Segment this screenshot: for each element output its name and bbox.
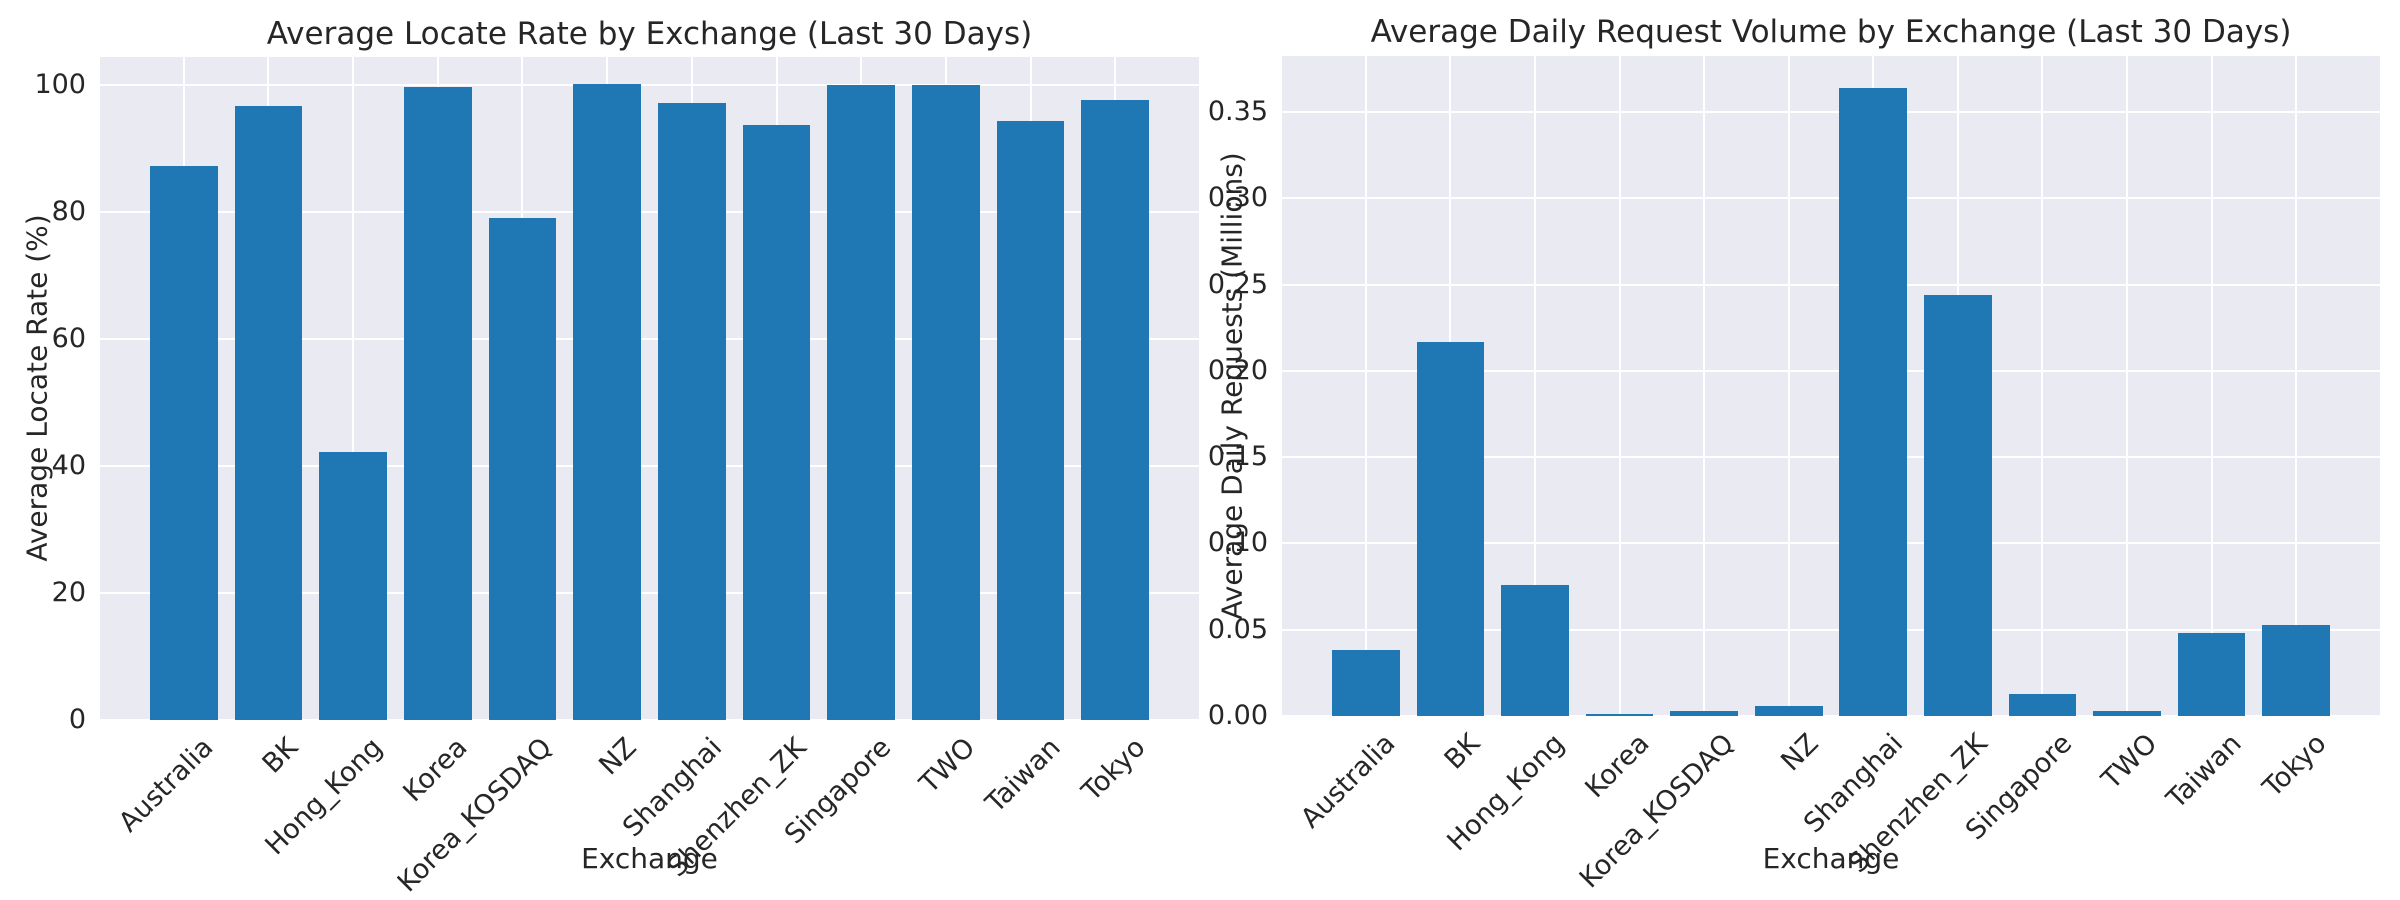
gridline-vertical xyxy=(1364,56,1367,716)
x-tick-label-Korea: Korea xyxy=(397,732,474,809)
bar-Korea_KOSDAQ xyxy=(1670,710,1738,716)
gridline-horizontal xyxy=(1282,111,2380,114)
gridline-horizontal xyxy=(1282,369,2380,372)
gridline-vertical xyxy=(1618,56,1621,716)
x-tick-label-BK: BK xyxy=(1438,728,1487,776)
locate-rate-plot-area xyxy=(100,57,1199,721)
bar-Australia xyxy=(1331,650,1400,716)
gridline-horizontal xyxy=(100,719,1199,721)
bar-Tokyo xyxy=(2262,624,2331,716)
y-tick-label: 100 xyxy=(34,68,86,100)
bar-Singapore xyxy=(827,84,896,720)
x-tick-label-Australia: Australia xyxy=(1295,728,1402,835)
y-tick-label: 0 xyxy=(68,704,86,735)
y-tick-label: 0.30 xyxy=(1207,182,1268,214)
y-tick-label: 60 xyxy=(51,322,86,354)
bar-BK xyxy=(234,105,303,720)
gridline-vertical xyxy=(2126,56,2129,716)
bar-Taiwan xyxy=(996,121,1065,720)
gridline-vertical xyxy=(1703,56,1706,716)
y-tick-label: 0.10 xyxy=(1207,527,1268,559)
y-tick-label: 40 xyxy=(51,449,86,481)
gridline-horizontal xyxy=(1282,542,2380,545)
x-tick-label-NZ: NZ xyxy=(593,732,644,782)
gridline-vertical xyxy=(1787,56,1790,716)
gridline-vertical xyxy=(2210,56,2213,716)
bar-Taiwan xyxy=(2177,633,2246,716)
bar-Korea_KOSDAQ xyxy=(488,218,557,720)
y-tick-label: 0.05 xyxy=(1207,613,1268,645)
bar-Hong_Kong xyxy=(319,452,388,720)
chart-title-locate-rate: Average Locate Rate by Exchange (Last 30… xyxy=(266,16,1033,52)
gridline-vertical xyxy=(352,57,355,720)
y-axis-label-locate-rate: Average Locate Rate (%) xyxy=(20,214,54,562)
gridline-horizontal xyxy=(100,210,1199,213)
bar-TWO xyxy=(2093,710,2161,716)
x-tick-label-Taiwan: Taiwan xyxy=(979,732,1067,819)
gridline-vertical xyxy=(2041,56,2044,716)
gridline-horizontal xyxy=(1282,628,2380,631)
gridline-horizontal xyxy=(1282,283,2380,286)
chart-title-request-volume: Average Daily Request Volume by Exchange… xyxy=(1370,14,2292,50)
request-volume-plot-area xyxy=(1282,56,2380,717)
gridline-horizontal xyxy=(100,464,1199,467)
x-tick-label-Australia: Australia xyxy=(113,732,220,839)
y-tick-label: 0.15 xyxy=(1207,441,1268,473)
bar-Tokyo xyxy=(1081,99,1150,720)
bar-Australia xyxy=(149,165,218,720)
gridline-horizontal xyxy=(100,337,1199,340)
x-tick-label-BK: BK xyxy=(256,732,305,780)
bar-BK xyxy=(1416,341,1485,716)
gridline-horizontal xyxy=(1282,715,2380,717)
bar-Hong_Kong xyxy=(1501,584,1569,716)
bar-Shenzhen_ZK xyxy=(742,124,811,720)
y-tick-label: 80 xyxy=(51,195,86,227)
x-tick-label-TWO: TWO xyxy=(914,732,982,800)
y-tick-label: 0.00 xyxy=(1207,700,1268,731)
x-axis-label-locate-rate: Exchange xyxy=(581,842,718,875)
bar-NZ xyxy=(573,84,642,720)
gridline-vertical xyxy=(1533,56,1536,716)
y-tick-label: 0.35 xyxy=(1207,96,1268,128)
bar-Korea xyxy=(1585,714,1654,716)
bar-NZ xyxy=(1754,705,1823,716)
gridline-horizontal xyxy=(100,591,1199,594)
y-tick-label: 0.20 xyxy=(1207,354,1268,386)
x-tick-label-Tokyo: Tokyo xyxy=(1075,732,1152,808)
x-tick-label-Taiwan: Taiwan xyxy=(2160,728,2248,815)
bar-Singapore xyxy=(2008,693,2077,716)
gridline-vertical xyxy=(2295,56,2298,716)
y-tick-label: 0.25 xyxy=(1207,268,1268,300)
x-tick-label-Korea: Korea xyxy=(1579,728,1656,805)
gridline-horizontal xyxy=(1282,456,2380,459)
bar-TWO xyxy=(911,84,980,720)
gridline-horizontal xyxy=(100,83,1199,86)
bar-Shenzhen_ZK xyxy=(1924,294,1992,716)
bar-Korea xyxy=(403,87,472,720)
x-tick-label-Tokyo: Tokyo xyxy=(2256,728,2333,804)
x-tick-label-NZ: NZ xyxy=(1775,728,1825,778)
x-axis-label-request-volume: Exchange xyxy=(1762,842,1900,875)
gridline-horizontal xyxy=(1282,197,2380,200)
x-tick-label-TWO: TWO xyxy=(2095,728,2163,796)
y-tick-label: 20 xyxy=(51,576,86,608)
bar-Shanghai xyxy=(657,102,726,720)
bar-Shanghai xyxy=(1839,87,1908,716)
